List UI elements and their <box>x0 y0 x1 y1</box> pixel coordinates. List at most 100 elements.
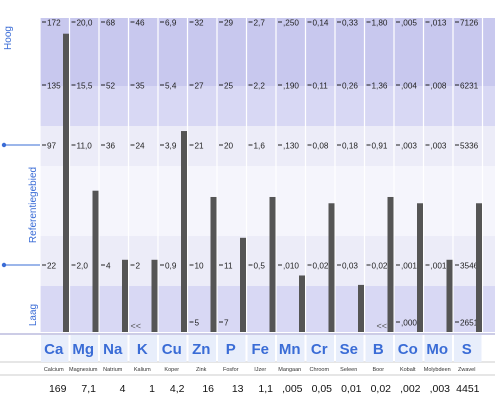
column-na: 68 52 36 4 <box>101 19 128 332</box>
tick-label: 10 <box>195 262 205 271</box>
element-value: 0,05 <box>312 383 333 395</box>
tick-label: 4 <box>106 262 111 271</box>
tick-label: 20 <box>224 142 234 151</box>
column-s: 7126 6231 5336 3546 2651 <box>455 19 482 332</box>
element-symbol-co: Co <box>398 341 418 358</box>
element-value: 1,1 <box>258 383 273 395</box>
scroll-back-marker: << <box>131 321 142 331</box>
element-name: Natrium <box>103 367 123 373</box>
tick-label: ,000 <box>401 319 417 328</box>
column-p: 29 25 20 11 7 <box>219 19 246 332</box>
tick-label: 0,02 <box>313 262 329 271</box>
tick-label: 0,18 <box>342 142 358 151</box>
bar-na <box>122 259 128 332</box>
tick-label: ,001 <box>401 262 417 271</box>
bar-fe <box>269 196 276 332</box>
column-zn: 32 27 21 10 5 <box>189 19 217 332</box>
tick-label: 36 <box>106 142 116 151</box>
element-value: ,002 <box>400 383 421 395</box>
tick-label: 22 <box>47 262 57 271</box>
element-name: Chroom <box>309 367 329 373</box>
tick-label: 0,02 <box>372 262 388 271</box>
tick-label: 1,80 <box>372 19 388 28</box>
symbol-cell <box>336 335 364 362</box>
tick-label: 3,9 <box>165 142 177 151</box>
symbol-cell <box>365 335 393 362</box>
bar-cu <box>181 131 187 332</box>
high-band <box>40 18 495 86</box>
tick-label: 68 <box>106 19 116 28</box>
upper-band <box>40 86 495 126</box>
bar-se <box>358 284 364 332</box>
tick-label: 46 <box>136 19 146 28</box>
element-value: 13 <box>232 383 244 395</box>
element-name: Zwavel <box>458 367 475 373</box>
tick-label: 5336 <box>460 142 479 151</box>
symbol-cell <box>218 335 246 362</box>
tick-label: 97 <box>47 142 57 151</box>
column-mo: ,013 ,008 ,003 ,001 <box>425 19 453 332</box>
symbol-cell <box>159 335 187 362</box>
column-co: ,005 ,004 ,003 ,001 ,000 <box>396 19 423 332</box>
symbol-cell <box>424 335 452 362</box>
tick-label: 2,2 <box>254 82 266 91</box>
tick-label: 172 <box>47 19 61 28</box>
tick-label: 0,11 <box>313 82 329 91</box>
element-symbol-fe: Fe <box>251 341 269 358</box>
reference-band <box>40 166 495 236</box>
tick-label: 11,0 <box>77 142 93 151</box>
reference-marker-dot <box>1 142 7 148</box>
column-b: 1,80 1,36 0,91 0,02 <box>366 19 394 332</box>
tick-label: ,190 <box>283 82 299 91</box>
bar-ca <box>63 33 69 332</box>
tick-label: 25 <box>224 82 234 91</box>
upper-ref-band <box>40 126 495 166</box>
element-name: Kobalt <box>400 367 416 373</box>
tick-label: ,130 <box>283 142 299 151</box>
tick-label: 135 <box>47 82 61 91</box>
element-symbol-mo: Mo <box>426 341 448 358</box>
reference-marker-dot <box>1 262 7 268</box>
element-name: Magnesium <box>69 367 98 373</box>
element-name: Calcium <box>44 367 64 373</box>
tick-label: 0,9 <box>165 262 177 271</box>
tick-label: 0,33 <box>342 19 358 28</box>
tick-label: 15,5 <box>77 82 93 91</box>
tick-label: 7126 <box>460 19 479 28</box>
tick-label: 0,5 <box>254 262 266 271</box>
symbol-cell <box>277 335 305 362</box>
tick-label: 5 <box>195 319 200 328</box>
element-value: 0,02 <box>371 383 392 395</box>
bar-zn <box>210 196 217 332</box>
element-symbol-k: K <box>137 341 148 358</box>
tick-label: 5,4 <box>165 82 177 91</box>
scroll-back-marker: << <box>377 321 388 331</box>
tick-label: ,003 <box>401 142 417 151</box>
element-symbol-mg: Mg <box>72 341 94 358</box>
column-ca: 172 135 97 22 <box>42 19 69 332</box>
tick-label: 0,14 <box>313 19 329 28</box>
column-cu: 6,9 5,4 3,9 0,9 <box>160 19 187 332</box>
symbol-cell <box>41 335 69 362</box>
symbol-cell <box>129 335 157 362</box>
element-name: Koper <box>164 367 179 373</box>
tick-label: ,003 <box>431 142 447 151</box>
bar-p <box>240 237 246 332</box>
bar-cr <box>328 203 335 332</box>
tick-label: 11 <box>224 262 233 271</box>
element-name: Mangaan <box>278 367 301 373</box>
tick-label: 2651 <box>460 319 479 328</box>
symbol-cell <box>454 335 482 362</box>
tick-label: 6,9 <box>165 19 177 28</box>
reference-label: Referentiegebied <box>28 167 39 243</box>
bar-mg <box>92 190 99 332</box>
tick-label: 2 <box>136 262 141 271</box>
tick-label: 20,0 <box>77 19 93 28</box>
element-value: 7,1 <box>81 383 96 395</box>
low-band <box>40 286 495 332</box>
element-symbol-cr: Cr <box>311 341 328 358</box>
symbol-cell <box>395 335 423 362</box>
tick-label: 27 <box>195 82 205 91</box>
element-name: Boor <box>372 367 384 373</box>
